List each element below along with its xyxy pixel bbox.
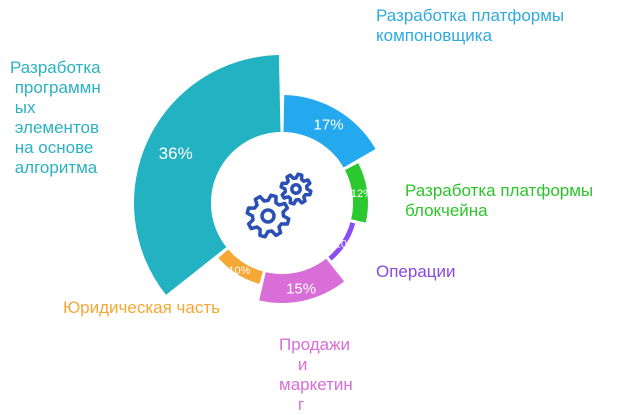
label-linker-platform: Разработка платформы компоновщика	[376, 6, 565, 45]
slice-algorithm	[134, 55, 281, 295]
label-operations: Операции	[376, 262, 456, 281]
slice-sales	[259, 258, 345, 303]
label-sales-marketing: Продажи и маркетин г	[279, 335, 353, 414]
value-label-legal: 10%	[228, 265, 250, 277]
slice-blockchain	[344, 163, 368, 223]
value-label-blockchain: 12%	[351, 188, 373, 200]
slice-operations	[328, 222, 356, 261]
value-label-algorithm: 36%	[159, 144, 193, 163]
label-blockchain-platform: Разработка платформы блокчейна	[405, 181, 594, 220]
label-algorithm-elements: Разработка программн ых элементов на осн…	[10, 58, 101, 177]
slice-linker	[283, 95, 376, 168]
gears-icon	[211, 132, 353, 274]
label-legal: Юридическая часть	[63, 298, 221, 317]
chart-svg: 36%17%12%10%15%10%	[134, 55, 376, 303]
value-label-linker: 17%	[314, 116, 344, 133]
donut-chart: 36% 17% 12% 10% 15% 10% Разработка программн …	[10, 6, 594, 414]
value-label-sales: 15%	[286, 281, 316, 298]
slice-legal	[218, 249, 263, 284]
